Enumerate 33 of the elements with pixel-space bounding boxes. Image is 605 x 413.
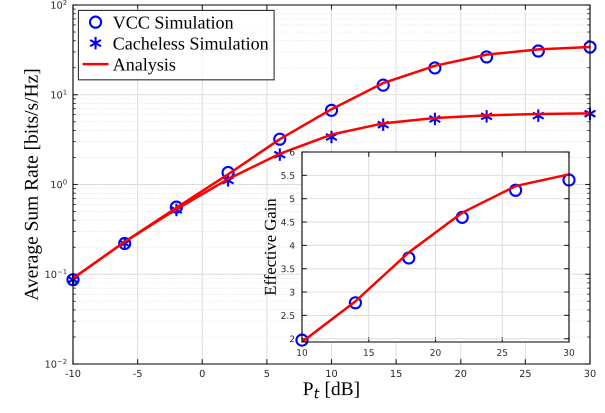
x-tick-label: 10 [297,349,308,356]
x-tick-label: -10 [66,370,80,378]
legend-label: Analysis [112,58,176,74]
x-tick-label: 20 [455,370,466,378]
x-tick-label: 15 [364,349,374,356]
y-tick-label: 5.5 [281,172,294,179]
y-tick-label: 3.5 [281,265,294,272]
y-tick-label: 10$^{1}$ [51,90,66,99]
y-tick-label: 2 [290,335,294,342]
y-tick-label: 5 [290,196,294,202]
x-tick-label: 25 [497,349,508,356]
y-tick-label: 10$^{−2}$ [46,358,66,368]
y-tick-label: 2.5 [281,312,294,319]
y-axis-title: Average Sum Rate [bits/s/Hz] [24,70,42,301]
x-tick-label: 5 [264,370,270,378]
x-tick-label: 25 [520,370,531,378]
y-tick-label: 10$^{0}$ [51,179,67,188]
y-axis-title: Effective Gain [264,198,276,296]
y-tick-label: 4.5 [281,218,294,226]
x-tick-label: 10 [326,370,338,378]
x-tick-label: 30 [564,349,574,356]
legend-label: VCC Simulation [112,16,234,29]
x-tick-label: 30 [584,370,596,378]
y-tick-label: 10$^{2}$ [51,0,66,9]
x-tick-label: 20 [430,349,441,356]
x-axis-title: P$_{t}$ [dB] [303,382,359,398]
y-tick-label: 3 [290,288,294,296]
y-tick-label: 4 [290,242,295,249]
x-tick-label: 0 [200,370,205,378]
y-tick-label: 6 [290,148,294,156]
x-tick-label: 15 [391,370,402,378]
y-tick-label: 10$^{−1}$ [46,269,66,278]
x-tick-label: -5 [133,370,142,378]
